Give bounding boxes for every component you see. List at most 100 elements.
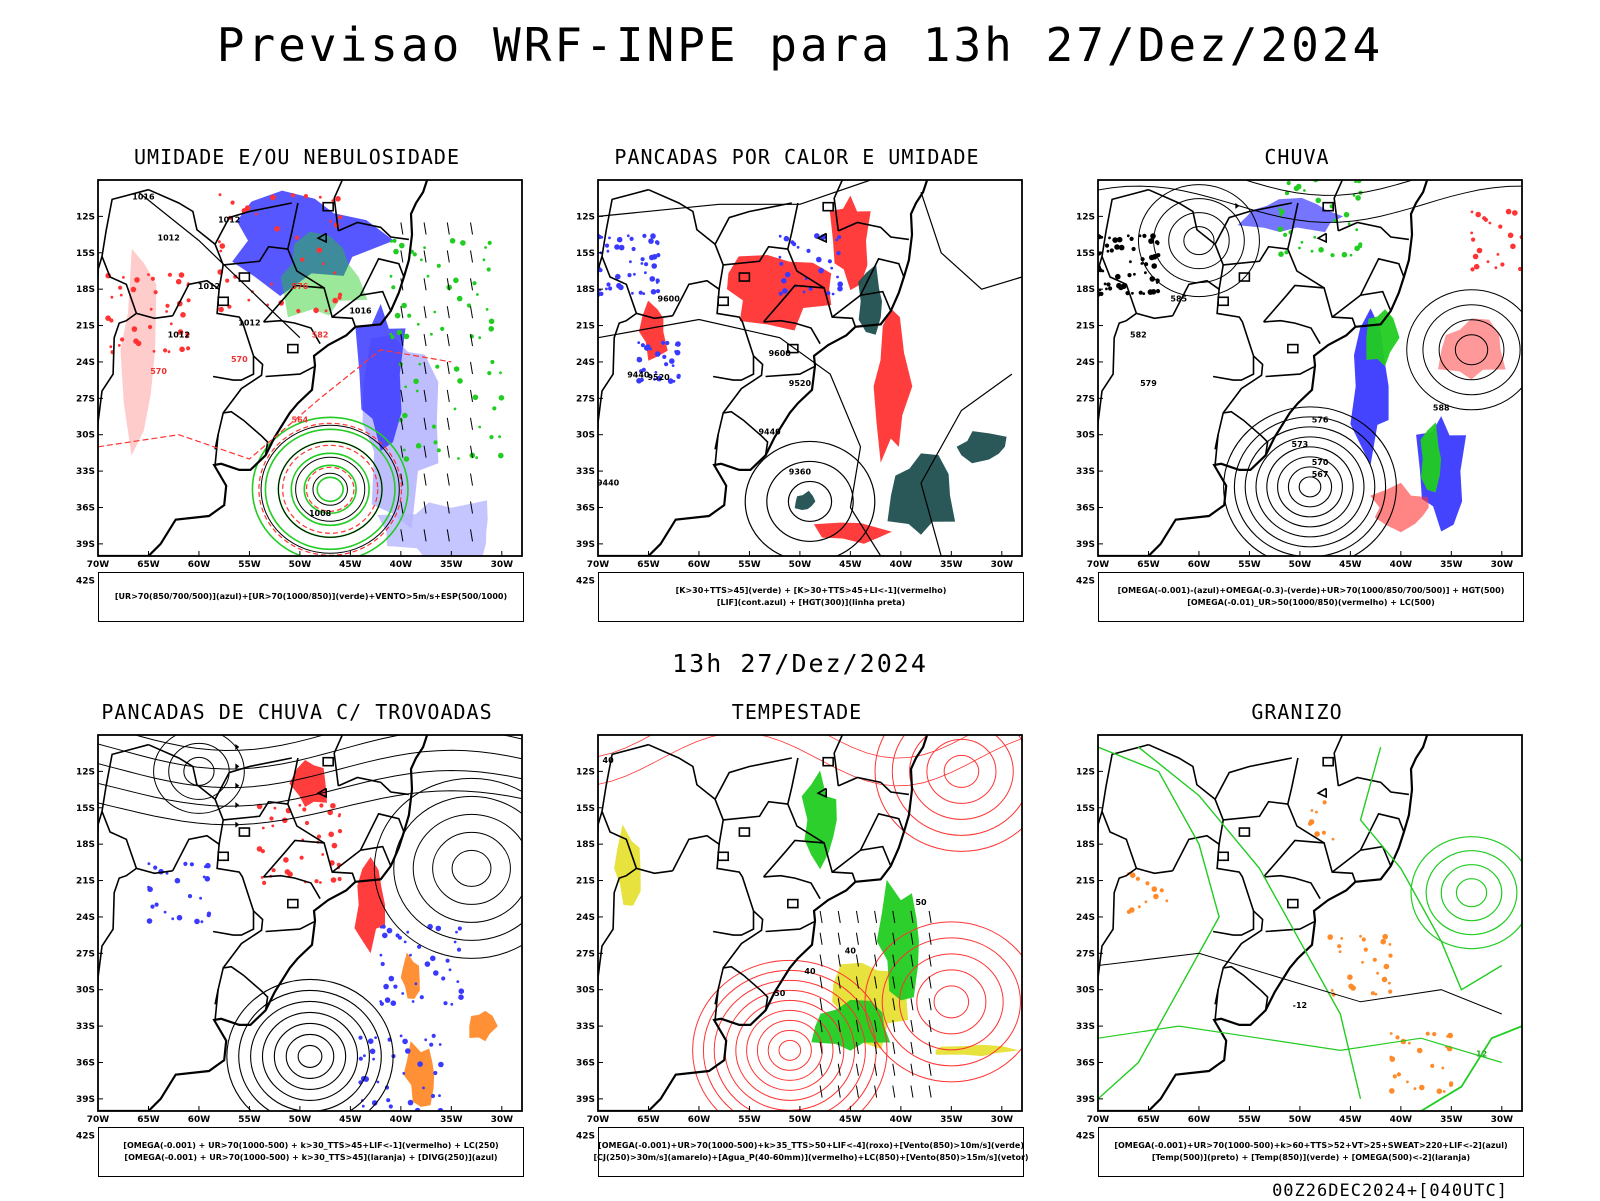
political-border: [1214, 965, 1269, 1011]
speckle-mark: [660, 340, 666, 345]
wind-vector: [837, 1085, 841, 1098]
political-border: [1265, 921, 1315, 933]
speckle-mark: [1449, 1081, 1454, 1086]
speckle-mark: [438, 1094, 441, 1097]
coastline: [598, 180, 929, 556]
speckle-mark: [456, 295, 463, 302]
contour-line: [864, 921, 1022, 1083]
political-border: [722, 355, 764, 414]
political-border: [1359, 812, 1405, 851]
speckle-mark: [478, 425, 482, 429]
wind-vector: [928, 954, 932, 967]
lon-tick-label: 35W: [440, 1115, 463, 1125]
speckle-mark: [177, 329, 184, 335]
lat-tick-label: 27S: [76, 949, 95, 959]
speckle-mark: [667, 378, 674, 384]
speckle-mark: [1310, 249, 1314, 253]
wind-vector: [470, 445, 474, 458]
political-border: [837, 776, 910, 796]
model-run-label: 00Z26DEC2024+[040UTC]: [1272, 1181, 1508, 1201]
speckle-mark: [206, 911, 212, 916]
lon-tick-label: 70W: [1087, 560, 1110, 570]
speckle-mark: [380, 961, 385, 967]
speckle-mark: [1105, 287, 1108, 291]
speckle-mark: [386, 1098, 391, 1103]
legend-line: [K>30+TTS>45](verde) + [K>30+TTS>45+LI<-…: [675, 586, 947, 595]
speckle-mark: [649, 276, 656, 282]
speckle-mark: [1133, 272, 1136, 276]
streamline: [133, 735, 326, 752]
speckle-mark: [651, 263, 657, 269]
contour-line: [1266, 446, 1354, 528]
wind-vector: [423, 278, 427, 291]
political-border: [1214, 202, 1292, 245]
speckle-mark: [153, 865, 158, 870]
streamline: [598, 735, 1022, 787]
speckle-mark: [488, 318, 495, 325]
speckle-mark: [818, 267, 824, 274]
streamline-arrow: [235, 725, 239, 731]
speckle-mark: [456, 947, 462, 952]
speckle-mark: [1106, 282, 1111, 287]
political-border: [598, 743, 649, 826]
contour-line: [898, 953, 1004, 1051]
lake-outline: [1322, 201, 1334, 212]
political-border: [714, 202, 792, 245]
contour-line: [916, 969, 987, 1035]
contour-label: -12: [1293, 1001, 1307, 1010]
map-5: -12 12 12S 15S 18S 21S 24S 27S 30S 33S 36S 39S 42S 70…: [1076, 734, 1523, 1141]
speckle-mark: [486, 267, 491, 272]
wind-vector: [446, 334, 450, 347]
speckle-mark: [179, 346, 185, 353]
speckle-mark: [1145, 881, 1150, 886]
political-border: [316, 787, 327, 799]
political-border: [1098, 188, 1149, 271]
contour-line: [282, 444, 379, 534]
valid-time-title: 13h 27/Dez/2024: [672, 649, 928, 678]
wind-vector: [470, 389, 474, 402]
speckle-mark: [453, 407, 457, 411]
speckle-mark: [369, 1048, 376, 1055]
political-border: [333, 180, 344, 231]
speckle-mark: [338, 215, 343, 220]
speckle-mark: [629, 236, 634, 241]
speckle-mark: [1494, 266, 1498, 270]
speckle-mark: [187, 894, 193, 899]
lon-tick-label: 60W: [188, 560, 211, 570]
political-border: [98, 867, 173, 997]
speckle-mark: [430, 332, 433, 336]
contour-line: [1359, 746, 1503, 991]
legend-box: [K>30+TTS>45](verde) + [K>30+TTS>45+LI<-…: [598, 572, 1024, 622]
panel-pancadas-trovoadas: PANCADAS DE CHUVA C/ TROVOADAS 12S 15S 18S 2…: [62, 700, 532, 1180]
speckle-mark: [1355, 195, 1361, 201]
contour-line: [909, 735, 1014, 820]
streamline-arrow: [235, 782, 240, 789]
wind-vector: [928, 1063, 932, 1076]
political-border: [1098, 743, 1149, 826]
speckle-mark: [130, 286, 137, 293]
speckle-mark: [219, 243, 226, 249]
lat-tick-label: 12S: [576, 212, 595, 222]
contour-line: [1168, 212, 1230, 270]
wind-vector: [470, 417, 474, 430]
speckle-mark: [118, 285, 123, 290]
political-border: [222, 910, 264, 969]
speckle-mark: [1142, 233, 1147, 238]
wind-vector: [400, 445, 404, 458]
contour-line: [713, 979, 866, 1111]
speckle-mark: [204, 876, 211, 882]
lon-tick-label: 55W: [238, 560, 261, 570]
speckle-mark: [284, 869, 291, 875]
wind-vector: [400, 361, 404, 375]
speckle-mark: [487, 371, 492, 376]
speckle-mark: [806, 248, 811, 253]
speckle-mark: [381, 924, 386, 929]
political-border: [1286, 757, 1325, 844]
speckle-mark: [1419, 1084, 1425, 1091]
wind-vector: [892, 1020, 896, 1033]
speckle-mark: [337, 829, 343, 834]
wind-vector: [928, 910, 932, 924]
wind-vector: [892, 1063, 896, 1076]
speckle-mark: [1372, 957, 1377, 962]
